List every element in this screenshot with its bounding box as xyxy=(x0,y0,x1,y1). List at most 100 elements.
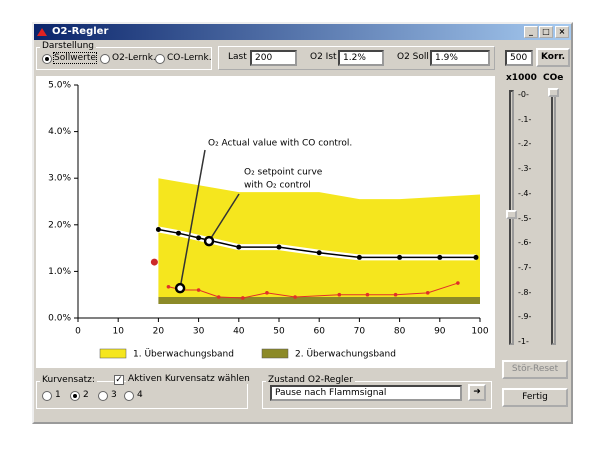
point xyxy=(337,292,342,297)
radio-label: 1 xyxy=(55,390,61,400)
point xyxy=(176,230,181,236)
radio[interactable] xyxy=(98,391,108,401)
status-panel xyxy=(218,46,495,70)
annotation-marker xyxy=(203,235,215,247)
x-tick-label: 40 xyxy=(233,327,245,337)
scale-label: -.8- xyxy=(518,287,532,297)
annotation-marker xyxy=(174,282,186,294)
radio[interactable] xyxy=(42,54,52,64)
state-group xyxy=(262,381,492,409)
legend-swatch xyxy=(99,348,127,359)
point xyxy=(365,292,370,297)
x-tick-label: 30 xyxy=(193,327,205,337)
x-tick-label: 10 xyxy=(112,327,124,337)
current-point xyxy=(150,258,158,266)
radio[interactable] xyxy=(124,391,134,401)
point xyxy=(276,244,282,250)
maximize-button[interactable]: □ xyxy=(539,26,553,38)
field-label: O2 Soll xyxy=(397,52,429,62)
field-value: 1.9% xyxy=(430,50,490,66)
point xyxy=(196,235,202,241)
scale-label: -.5- xyxy=(518,213,532,223)
point xyxy=(236,244,242,250)
state-field: Pause nach Flammsignal xyxy=(270,385,462,401)
point xyxy=(356,254,362,260)
display-group xyxy=(36,47,212,70)
x-tick-label: 100 xyxy=(471,327,488,337)
annotation-pointer xyxy=(179,149,206,289)
x-tick-label: 70 xyxy=(354,327,366,337)
scale-label: -.7- xyxy=(518,262,532,272)
radio-label: CO-Lernk. xyxy=(167,53,212,63)
radio[interactable] xyxy=(100,54,110,64)
field-label: Last xyxy=(228,52,247,62)
state-button[interactable]: ➜ xyxy=(468,384,486,401)
slider-track xyxy=(551,90,556,345)
scale-label: -.6- xyxy=(518,238,532,248)
point xyxy=(166,284,171,289)
band xyxy=(158,297,480,305)
correction-input[interactable]: 500 xyxy=(505,50,533,66)
radio-label: Sollwerte xyxy=(53,52,97,64)
y-tick-label: 0.0% xyxy=(48,314,71,324)
point xyxy=(196,288,201,292)
x-tick-label: 20 xyxy=(153,327,165,337)
unit-label: x1000 xyxy=(506,73,537,83)
x-tick-label: 90 xyxy=(434,327,446,337)
point xyxy=(316,250,322,256)
display-label: Darstellung xyxy=(40,41,97,51)
slider-thumb[interactable] xyxy=(548,88,559,97)
radio-label: 2 xyxy=(83,390,89,400)
legend-swatch xyxy=(261,348,289,359)
point xyxy=(393,292,398,297)
point xyxy=(293,295,297,299)
x-tick-label: 80 xyxy=(394,327,406,337)
app-icon xyxy=(37,28,47,36)
radio-label: 3 xyxy=(111,390,117,400)
scale-label: -1- xyxy=(518,337,529,346)
y-tick-label: 3.0% xyxy=(48,174,71,184)
correction-button[interactable]: Korr. xyxy=(536,48,570,67)
scale-label: -.9- xyxy=(518,312,532,322)
reset-button: Stör-Reset xyxy=(502,360,568,379)
y-tick-label: 2.0% xyxy=(48,220,71,230)
checkbox-label: Aktiven Kurvensatz wählen xyxy=(126,374,252,384)
scale-label: -.2- xyxy=(518,139,532,149)
point xyxy=(241,296,245,300)
chart: O₂ Actual value with CO control. O₂ setpo… xyxy=(36,76,495,368)
x-tick-label: 60 xyxy=(313,327,325,337)
point xyxy=(265,291,269,295)
x-tick-label: 0 xyxy=(75,327,81,337)
slider-thumb[interactable] xyxy=(506,210,517,219)
curve-set-label: Kurvensatz: xyxy=(40,375,97,385)
y-tick-label: 1.0% xyxy=(48,267,71,277)
minimize-button[interactable]: _ xyxy=(524,26,538,38)
close-button[interactable]: × xyxy=(555,26,569,38)
point xyxy=(397,254,403,260)
radio[interactable] xyxy=(155,54,165,64)
radio[interactable] xyxy=(70,391,80,401)
x-tick-label: 50 xyxy=(273,327,285,337)
annotation: O₂ Actual value with CO control. xyxy=(208,139,352,149)
point xyxy=(437,254,443,260)
checkbox[interactable]: ✓ xyxy=(114,375,124,385)
point xyxy=(155,226,161,232)
point xyxy=(425,291,430,295)
annotation-pointer xyxy=(208,193,240,242)
annotation: with O₂ control xyxy=(244,181,311,191)
scale-label: -.1- xyxy=(518,114,532,124)
point xyxy=(216,295,221,299)
point xyxy=(456,281,460,285)
y-tick-label: 4.0% xyxy=(48,127,71,137)
scale-label: -0- xyxy=(518,90,529,99)
line xyxy=(168,282,459,299)
legend-label: 1. Überwachungsband xyxy=(133,349,234,360)
scale-label: -.4- xyxy=(518,188,532,198)
radio[interactable] xyxy=(42,391,52,401)
done-button[interactable]: Fertig xyxy=(502,388,568,407)
radio-label: 4 xyxy=(137,390,143,400)
annotation: O₂ setpoint curve xyxy=(244,168,323,178)
scale-label: -.3- xyxy=(518,164,532,174)
field-value: 200 xyxy=(250,50,297,66)
